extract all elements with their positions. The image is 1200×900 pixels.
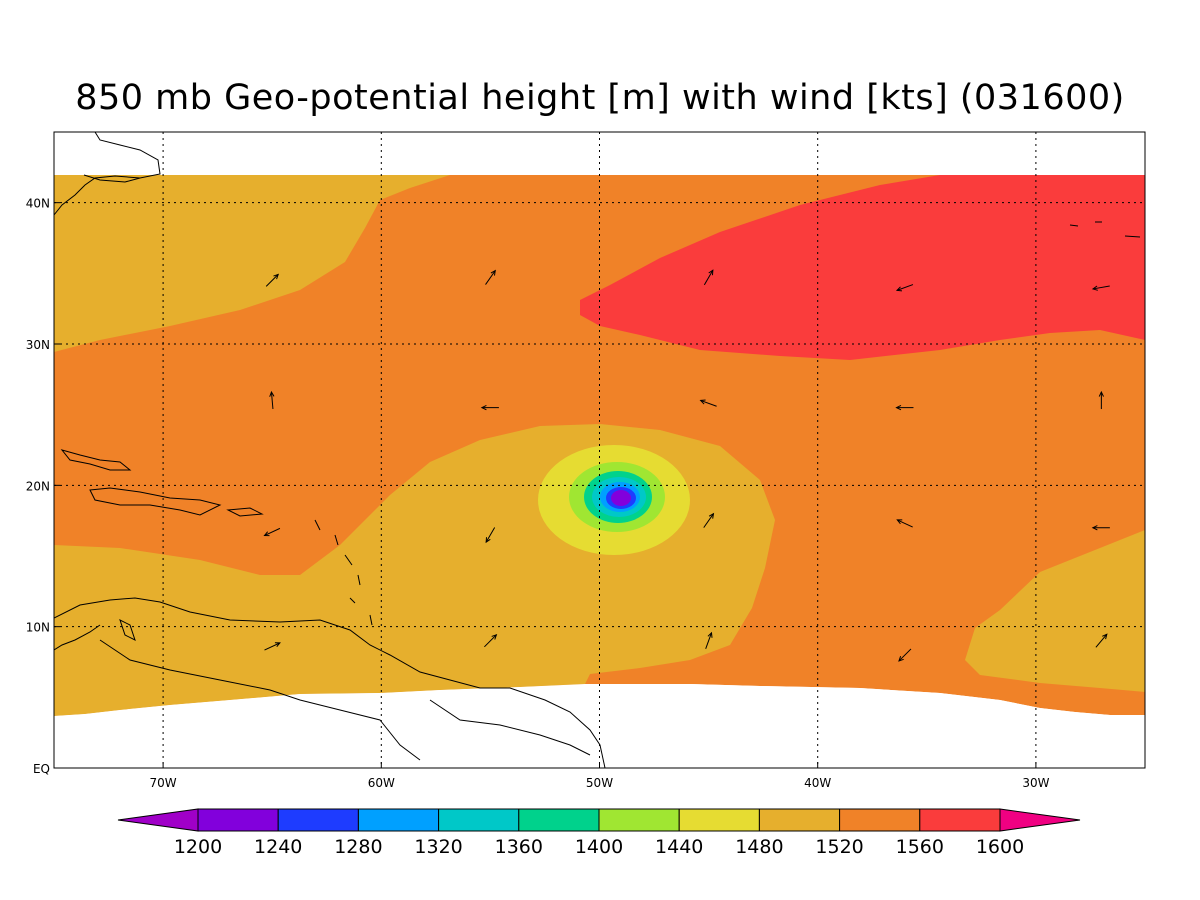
wind-vector <box>484 633 498 648</box>
colorbar-level-label: 1440 <box>655 836 703 858</box>
colorbar-over-triangle <box>999 808 1081 832</box>
colorbar-level-label: 1480 <box>735 836 783 858</box>
wind-vector <box>480 404 499 411</box>
colorbar-box <box>197 808 279 832</box>
coastline-lesser-antilles <box>314 519 373 626</box>
lon-tick-label: 30W <box>1022 776 1049 790</box>
lon-tick-label: 50W <box>586 776 613 790</box>
wind-vector <box>265 273 280 287</box>
wind-vector <box>263 527 281 537</box>
coastline-central-america-panama <box>54 624 101 651</box>
wind-vector <box>1091 525 1110 531</box>
longitude-labels: 70W 60W 50W 40W 30W <box>150 762 1050 790</box>
coastline-cuba <box>60 449 132 471</box>
contour-1600 <box>580 175 1145 360</box>
wind-vector <box>1095 633 1108 648</box>
coastline-hispaniola <box>89 487 222 516</box>
contour-1520-west <box>54 175 450 352</box>
lat-tick-label: 40N <box>26 197 50 211</box>
lon-tick-label: 40W <box>804 776 831 790</box>
colorbar-level-label: 1320 <box>414 836 462 858</box>
colorbar-box <box>919 808 1001 832</box>
contour-1240-low <box>611 490 631 506</box>
wind-vector <box>1098 390 1104 410</box>
wind-vector <box>699 399 717 407</box>
coastline-puerto-rico <box>226 507 264 517</box>
colorbar-box <box>438 808 520 832</box>
colorbar-box <box>758 808 841 832</box>
coastline-maracaibo <box>119 619 136 641</box>
coastline-south-america <box>54 597 606 768</box>
lat-tick-label: 30N <box>26 338 50 352</box>
wind-vector <box>895 284 914 292</box>
colorbar-level-label: 1600 <box>976 836 1024 858</box>
wind-vector <box>485 269 496 285</box>
wind-vectors <box>263 269 1110 662</box>
lat-tick-label: 10N <box>26 621 50 635</box>
colorbar-level-label: 1200 <box>174 836 222 858</box>
coastline-great-lakes <box>83 174 141 183</box>
colorbar-level-label: 1520 <box>815 836 863 858</box>
lon-tick-label: 70W <box>150 776 177 790</box>
map-title: 850 mb Geo-potential height [m] with win… <box>75 78 1125 118</box>
wind-vector <box>896 519 913 528</box>
lat-tick-label: EQ <box>33 762 50 776</box>
coastline-azores <box>1069 221 1141 238</box>
colorbar-box <box>518 808 600 832</box>
wind-vector <box>264 642 281 651</box>
colorbar-box <box>277 808 359 832</box>
colorbar-box <box>357 808 440 832</box>
colorbar-under-triangle <box>117 808 199 832</box>
colorbar-level-label: 1400 <box>575 836 623 858</box>
wind-vector <box>898 648 912 662</box>
wind-vector <box>1091 285 1110 291</box>
lat-tick-label: 20N <box>26 479 50 493</box>
lon-tick-label: 60W <box>368 776 395 790</box>
latitude-labels: EQ 10N 20N 30N 40N <box>26 197 60 776</box>
wind-vector <box>895 404 914 411</box>
wind-vector <box>703 512 715 528</box>
coastline-venezuela-interior <box>99 639 591 761</box>
colorbar-level-label: 1240 <box>254 836 302 858</box>
colorbar: 1200 1240 1280 1320 1360 1400 1440 1480 1520 1560… <box>117 808 1081 858</box>
colorbar-level-label: 1360 <box>495 836 543 858</box>
wind-vector <box>485 527 496 544</box>
colorbar-box <box>839 808 921 832</box>
wind-vector <box>269 390 275 410</box>
masked-north-strip <box>54 132 1145 175</box>
colorbar-box <box>678 808 760 832</box>
coastlines <box>54 132 1141 768</box>
contour-1520-east <box>965 530 1145 692</box>
colorbar-level-label: 1560 <box>896 836 944 858</box>
wind-vector <box>703 269 714 286</box>
colorbar-box <box>598 808 680 832</box>
wind-vector <box>705 631 713 649</box>
colorbar-level-label: 1280 <box>334 836 382 858</box>
